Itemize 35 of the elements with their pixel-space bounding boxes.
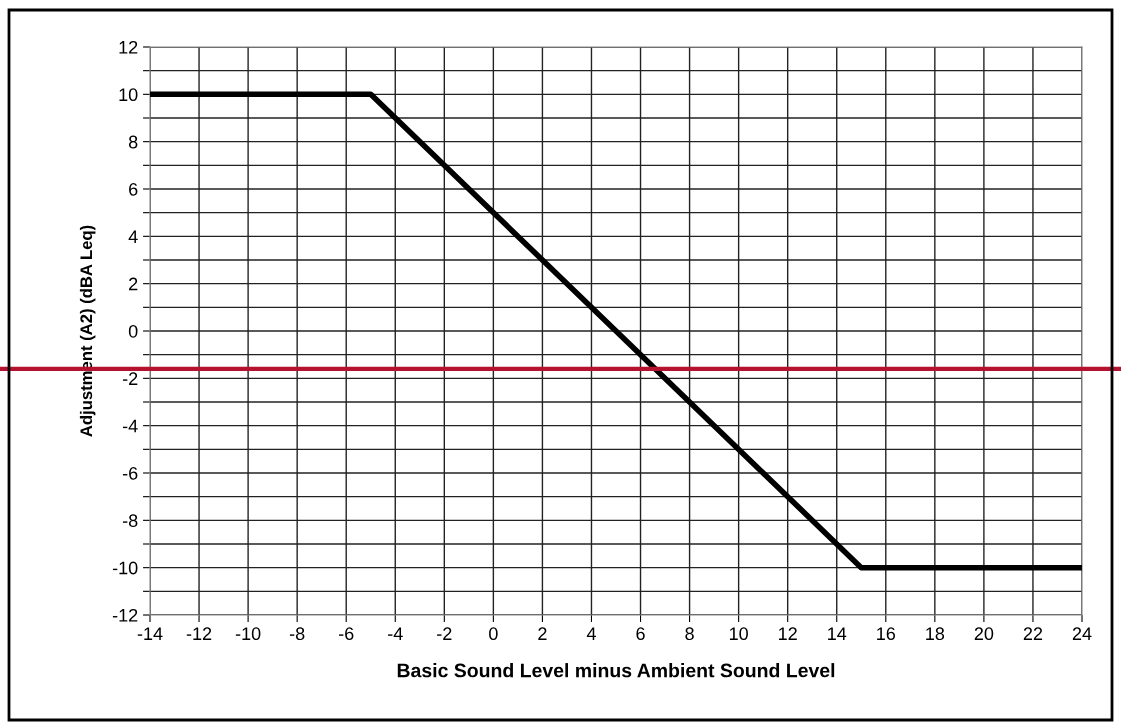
x-tick-label: -8 xyxy=(289,627,305,641)
y-tick-label: -2 xyxy=(122,372,138,385)
x-tick-label: -14 xyxy=(137,627,163,640)
x-tick-label: 4 xyxy=(586,627,596,640)
x-tick-label: -12 xyxy=(186,627,212,640)
x-tick-label: 24 xyxy=(1072,627,1092,640)
y-tick-label: 6 xyxy=(129,182,138,196)
x-tick-label: 18 xyxy=(926,627,945,641)
y-tick-label: 10 xyxy=(119,88,138,102)
x-tick-label: 16 xyxy=(877,627,896,641)
y-tick-label: 12 xyxy=(119,40,138,54)
x-tick-label: 2 xyxy=(538,627,547,640)
x-tick-label: 12 xyxy=(779,627,797,640)
x-tick-label: 14 xyxy=(828,627,847,640)
x-tick-label: 22 xyxy=(1023,627,1043,640)
x-tick-label: 8 xyxy=(685,627,694,641)
x-tick-label: -2 xyxy=(437,627,452,640)
x-tick-label: -10 xyxy=(235,627,261,641)
x-tick-label: 6 xyxy=(636,627,645,641)
y-tick-label: -12 xyxy=(112,608,138,622)
x-tick-label: -4 xyxy=(388,627,403,640)
x-axis-title: Basic Sound Level minus Ambient Sound Level xyxy=(397,663,835,678)
y-tick-label: -6 xyxy=(122,466,138,480)
y-tick-label: -8 xyxy=(122,514,138,528)
y-tick-label: 8 xyxy=(128,135,138,149)
x-tick-label: 10 xyxy=(729,627,748,641)
y-tick-label: 2 xyxy=(129,277,138,291)
y-tick-label: 4 xyxy=(128,230,138,243)
x-tick-label: -6 xyxy=(338,627,354,641)
y-tick-label: -4 xyxy=(122,419,138,433)
x-tick-label: 0 xyxy=(489,627,498,641)
y-axis-title: Adjustment (A2) (dBA Leq) xyxy=(79,225,96,437)
y-tick-label: 0 xyxy=(128,324,138,338)
x-tick-label: 20 xyxy=(974,627,994,641)
y-tick-label: -10 xyxy=(112,561,138,575)
